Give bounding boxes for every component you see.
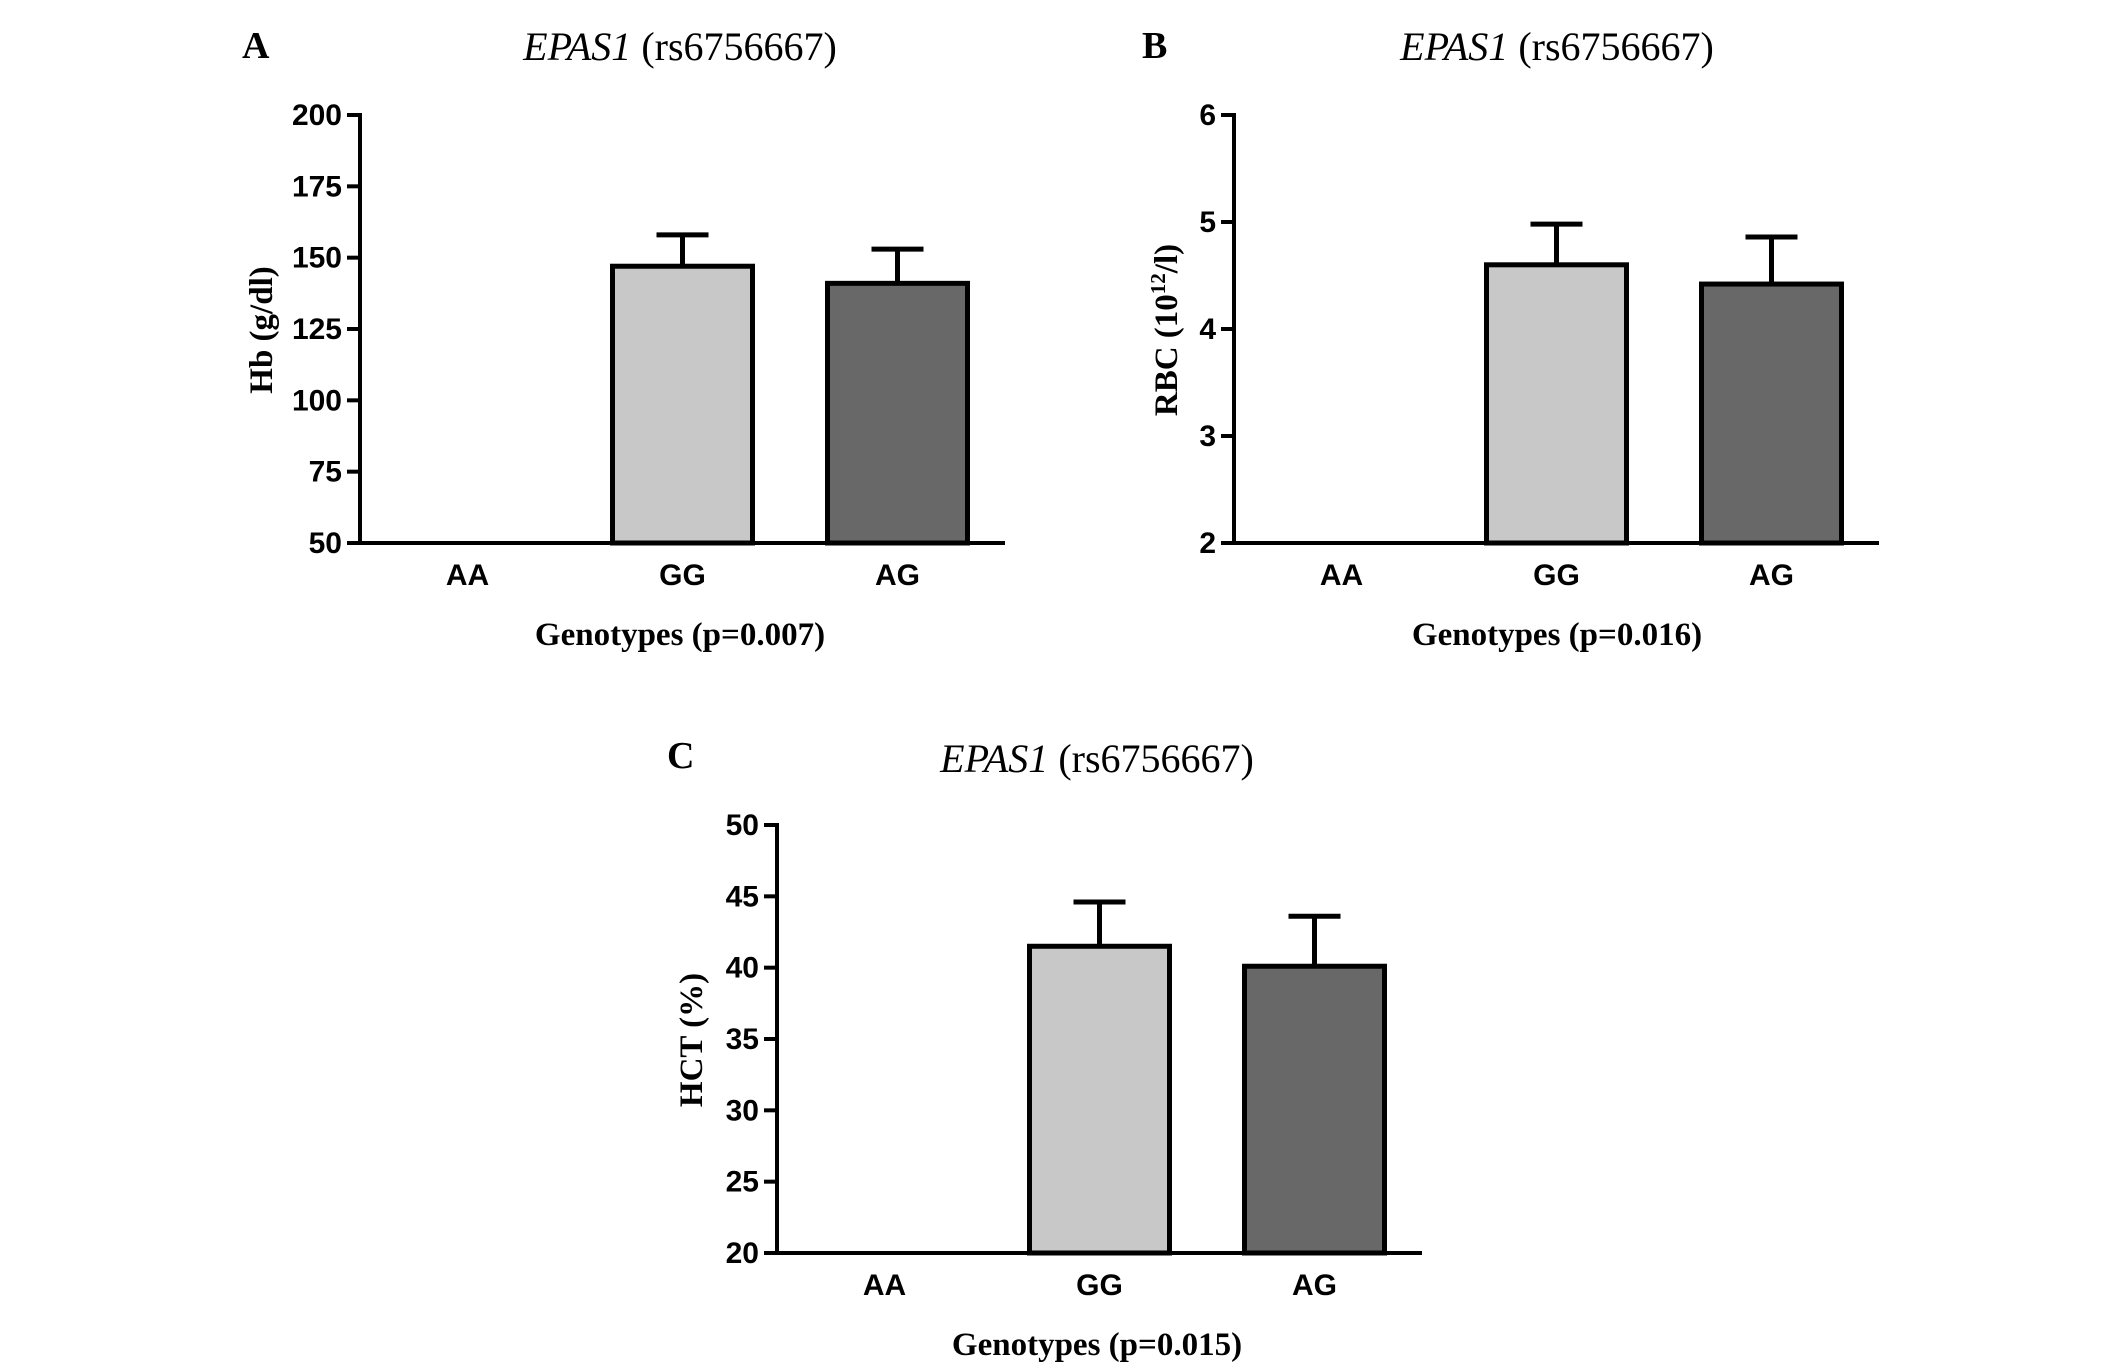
y-tick-label: 25 (726, 1166, 759, 1199)
category-label: AG (875, 559, 920, 592)
panel-letter: C (667, 735, 694, 777)
y-axis-ticks: 20 25 30 35 40 45 50 (726, 809, 777, 1270)
bar-gg (610, 263, 755, 546)
y-tick-label: 2 (1199, 527, 1216, 560)
y-tick-label: 125 (292, 313, 342, 346)
panel-letter: B (1142, 25, 1167, 67)
bar-ag (1242, 963, 1387, 1256)
snp-id: (rs6756667) (631, 24, 837, 69)
bars (1484, 221, 1844, 546)
category-label: GG (1076, 1269, 1123, 1302)
x-axis-title: Genotypes (p=0.016) (1412, 617, 1702, 653)
y-tick-label: 40 (726, 952, 759, 985)
y-tick-label: 30 (726, 1094, 759, 1127)
y-tick-label: 75 (309, 456, 342, 489)
y-tick-label: 4 (1199, 313, 1216, 346)
chart-title: EPAS1 (rs6756667) (939, 736, 1254, 781)
x-axis-title: Genotypes (p=0.007) (535, 617, 825, 653)
chart-title: EPAS1 (rs6756667) (522, 24, 837, 69)
y-axis-ticks: 2 3 4 5 6 (1199, 99, 1234, 560)
category-label: GG (659, 559, 706, 592)
y-axis-title-superscript: 12 (1146, 273, 1170, 294)
bar-gg (1484, 262, 1629, 546)
category-label: AG (1292, 1269, 1337, 1302)
bars (1027, 899, 1387, 1256)
y-tick-label: 50 (309, 527, 342, 560)
x-axis-categories: AA GG AG (446, 559, 920, 592)
bar-ag (825, 280, 970, 546)
category-label: AA (446, 559, 489, 592)
y-axis-title-main: RBC (10 (1149, 294, 1185, 416)
y-tick-label: 20 (726, 1237, 759, 1270)
y-tick-label: 100 (292, 384, 342, 417)
y-axis-title: Hb (g/dl) (244, 266, 280, 393)
x-axis-categories: AA GG AG (1320, 559, 1794, 592)
bar-ag (1699, 281, 1844, 546)
gene-name: EPAS1 (522, 24, 631, 69)
panel-letter: A (242, 25, 270, 67)
snp-id: (rs6756667) (1508, 24, 1714, 69)
y-axis-title: RBC (1012/l) (1146, 244, 1185, 416)
y-tick-label: 50 (726, 809, 759, 842)
y-tick-label: 45 (726, 880, 759, 913)
y-axis-ticks: 50 75 100 125 150 175 200 (292, 99, 360, 560)
bar-gg (1027, 943, 1172, 1256)
y-tick-label: 3 (1199, 420, 1216, 453)
category-label: GG (1533, 559, 1580, 592)
x-axis-title: Genotypes (p=0.015) (952, 1327, 1242, 1363)
snp-id: (rs6756667) (1048, 736, 1254, 781)
y-tick-label: 150 (292, 242, 342, 275)
panel-a-chart: A EPAS1 (rs6756667) 5075100125150175200 … (242, 24, 1005, 653)
gene-name: EPAS1 (1399, 24, 1508, 69)
gene-name: EPAS1 (939, 736, 1048, 781)
y-tick-label: 175 (292, 170, 342, 203)
y-tick-label: 200 (292, 99, 342, 132)
x-axis-categories: AA GG AG (863, 1269, 1337, 1302)
y-tick-label: 35 (726, 1023, 759, 1056)
y-axis-title: HCT (%) (674, 973, 710, 1107)
panel-b-chart: B EPAS1 (rs6756667) 2 3 4 5 6 AA GG AG RBC (10… (1142, 24, 1879, 653)
y-tick-label: 6 (1199, 99, 1216, 132)
bars (610, 232, 970, 546)
y-tick-label: 5 (1199, 206, 1216, 239)
category-label: AA (863, 1269, 906, 1302)
y-axis-title-unit: /l) (1149, 244, 1185, 274)
chart-title: EPAS1 (rs6756667) (1399, 24, 1714, 69)
category-label: AG (1749, 559, 1794, 592)
category-label: AA (1320, 559, 1363, 592)
